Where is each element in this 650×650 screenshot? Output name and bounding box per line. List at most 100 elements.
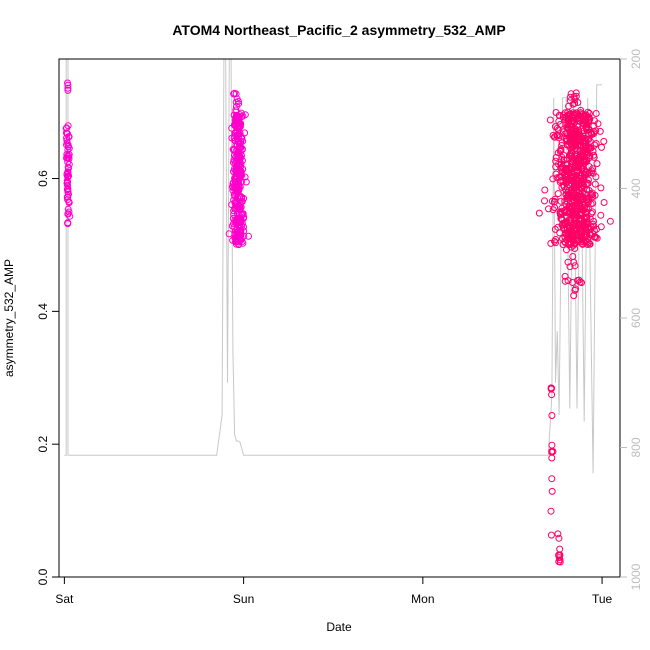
data-point (568, 176, 576, 184)
data-point (567, 120, 575, 128)
data-point (570, 202, 578, 209)
data-point (590, 153, 598, 161)
data-point (545, 205, 552, 213)
data-point (573, 129, 581, 137)
data-point (591, 141, 599, 149)
data-point (593, 160, 601, 168)
data-point (579, 240, 587, 248)
x-axis-label: Date (326, 620, 352, 634)
data-point (64, 79, 71, 87)
data-point (594, 120, 602, 128)
data-point (557, 145, 565, 153)
data-point (549, 131, 557, 139)
data-point (558, 208, 566, 216)
data-point (570, 93, 578, 101)
data-point (586, 240, 594, 248)
data-point (549, 448, 557, 455)
data-point (245, 232, 252, 240)
data-point (551, 237, 558, 245)
data-point (65, 208, 73, 216)
data-point (65, 160, 73, 168)
data-point (235, 241, 243, 249)
data-point (65, 164, 72, 172)
data-point (564, 176, 572, 184)
data-point (556, 545, 564, 553)
data-point (232, 106, 240, 114)
data-point (568, 163, 576, 171)
data-point (240, 232, 248, 240)
chart-title: ATOM4 Northeast_Pacific_2 asymmetry_532_… (172, 22, 505, 38)
y-tick-label: 0.6 (36, 170, 50, 187)
data-point (575, 224, 583, 232)
plot-area (62, 58, 614, 566)
data-point (236, 203, 244, 211)
data-point (579, 188, 587, 196)
data-point (547, 239, 555, 247)
data-point (570, 205, 578, 213)
data-point (551, 133, 559, 141)
data-point (578, 196, 585, 204)
data-point (592, 173, 600, 181)
data-point (548, 475, 556, 483)
y-right-tick-label: 1000 (629, 563, 643, 590)
data-point (64, 186, 72, 194)
data-point (581, 209, 589, 217)
x-tick-label: Sat (55, 592, 74, 606)
data-point (552, 236, 560, 243)
data-point (64, 86, 72, 94)
data-point (234, 169, 242, 177)
data-point (582, 169, 590, 177)
data-point (64, 168, 72, 176)
data-point (233, 157, 241, 165)
data-point (563, 141, 571, 149)
data-point (600, 199, 608, 206)
data-point (63, 124, 71, 132)
depth-line-0 (64, 58, 603, 474)
data-point (237, 119, 244, 127)
data-point (581, 157, 589, 165)
data-point (235, 168, 243, 175)
data-point (228, 222, 236, 230)
data-point (548, 384, 556, 392)
data-point (64, 181, 71, 189)
data-point (235, 210, 243, 218)
data-point (237, 163, 245, 171)
y-tick-label: 0.2 (36, 436, 50, 453)
data-point (557, 215, 565, 222)
data-point (576, 216, 584, 224)
data-point (596, 127, 604, 135)
data-point (597, 184, 605, 192)
data-point (66, 212, 74, 220)
data-point (555, 117, 563, 125)
data-point (555, 551, 563, 559)
data-point (552, 239, 559, 247)
data-point (232, 201, 240, 209)
data-point (238, 222, 246, 230)
y-tick-label: 0.4 (36, 303, 50, 320)
data-point (569, 100, 577, 108)
data-point (555, 173, 563, 181)
y-axis-right: 200 400 600 800 1000 (620, 49, 643, 590)
data-point (570, 197, 578, 205)
x-tick-label: Tue (592, 592, 613, 606)
data-point (574, 231, 582, 239)
data-point (572, 89, 580, 97)
data-point (565, 202, 573, 210)
data-point (584, 108, 592, 116)
data-point (548, 412, 556, 419)
data-point (556, 229, 564, 237)
data-point (566, 150, 574, 158)
data-point (558, 153, 566, 161)
data-point (567, 147, 575, 155)
data-point (231, 159, 239, 167)
x-tick-label: Mon (411, 592, 434, 606)
data-point (582, 213, 590, 221)
data-point (555, 134, 563, 142)
data-point (541, 186, 549, 194)
y-right-tick-label: 400 (629, 178, 643, 198)
data-point (581, 233, 589, 241)
data-point (561, 277, 569, 285)
data-point (233, 228, 241, 236)
data-point (234, 145, 242, 153)
